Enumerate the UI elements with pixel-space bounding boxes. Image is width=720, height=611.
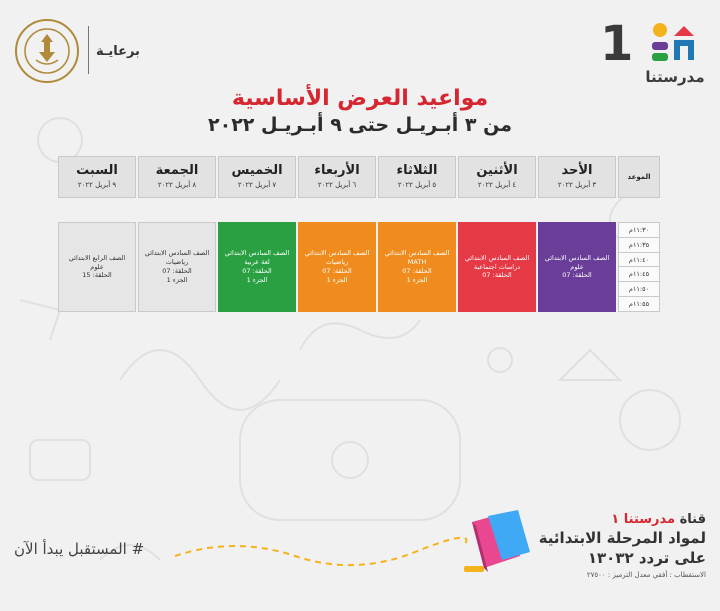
slot-line: الحلقة: 07 bbox=[162, 267, 192, 275]
day-date: ٥ أبريل ٢٠٢٢ bbox=[397, 181, 437, 189]
slot-line: الصف الرابع الابتدائي bbox=[68, 253, 126, 262]
time-slot: ١١:٥٠م bbox=[618, 281, 660, 297]
slot-line: علوم bbox=[570, 262, 584, 271]
channel-frequency: على تردد ١٣٠٣٢ bbox=[587, 549, 706, 567]
slot-line: الصف السادس الابتدائي bbox=[384, 249, 450, 258]
program-slot-wednesday: الصف السادس الابتدائي رياضيات الحلقة: 07… bbox=[298, 222, 376, 312]
day-date: ٦ أبريل ٢٠٢٢ bbox=[317, 181, 357, 189]
slot-line: الصف السادس الابتدائي bbox=[224, 249, 290, 258]
day-name: الأربعاء bbox=[314, 163, 360, 178]
day-header-friday: الجمعة ٨ أبريل ٢٠٢٢ bbox=[138, 156, 216, 198]
time-slot: ١١:٥٥م bbox=[618, 296, 660, 312]
ministry-seal-icon bbox=[15, 19, 79, 83]
day-date: ٩ أبريل ٢٠٢٢ bbox=[77, 181, 117, 189]
channel-line2: لمواد المرحلة الابتدائية bbox=[538, 529, 706, 547]
slot-line: الجزء 1 bbox=[166, 275, 188, 284]
day-name: الخميس bbox=[231, 163, 283, 178]
slot-line: الجزء 1 bbox=[406, 275, 428, 284]
slot-line: رياضيات bbox=[325, 258, 349, 267]
time-slot: ١١:٤٥م bbox=[618, 266, 660, 282]
slot-line: دراسات اجتماعية bbox=[473, 262, 521, 271]
program-slot-saturday: الصف الرابع الابتدائي علوم الحلقة: 15 bbox=[58, 222, 136, 312]
slot-line: الجزء 1 bbox=[326, 275, 348, 284]
channel-title: قناة مدرستنا ١ bbox=[539, 512, 706, 527]
madrasatna-logo-icon bbox=[652, 23, 694, 61]
logo-text: مدرستنا bbox=[645, 68, 705, 86]
page-title: مواعيد العرض الأساسية bbox=[231, 86, 489, 111]
day-header-monday: الأثنين ٤ أبريل ٢٠٢٢ bbox=[458, 156, 536, 198]
slot-line: الحلقة: 07 bbox=[562, 271, 592, 280]
day-name: الأحد bbox=[561, 163, 593, 178]
slot-line: الحلقة: 07 bbox=[482, 271, 512, 280]
day-date: ٣ أبريل ٢٠٢٢ bbox=[557, 181, 597, 189]
days-header-row: الموعد الأحد ٣ أبريل ٢٠٢٢ الأثنين ٤ أبري… bbox=[56, 156, 660, 198]
slot-line: الصف السادس الابتدائي bbox=[464, 253, 530, 262]
time-column-header: الموعد bbox=[618, 156, 660, 198]
page-subtitle: من ٣ أبـريـل حتى ٩ أبـريـل ٢٠٢٢ bbox=[208, 114, 512, 136]
channel-name: مدرستنا ١ bbox=[611, 512, 676, 527]
day-name: السبت bbox=[76, 163, 118, 178]
day-name: الجمعة bbox=[155, 163, 199, 178]
day-header-wednesday: الأربعاء ٦ أبريل ٢٠٢٢ bbox=[298, 156, 376, 198]
day-name: الثلاثاء bbox=[396, 163, 438, 178]
slot-line: MATH bbox=[407, 258, 427, 267]
day-header-thursday: الخميس ٧ أبريل ٢٠٢٢ bbox=[218, 156, 296, 198]
slot-line: علوم bbox=[90, 262, 104, 271]
header-divider bbox=[88, 26, 89, 74]
dashed-swoosh bbox=[174, 536, 468, 567]
sponsor-label: برعايـة bbox=[96, 44, 140, 59]
slot-line: الحلقة: 07 bbox=[402, 267, 432, 275]
channel-signal-info: الاستقطاب : أفقي معدل الترميز : ٢٧٥٠٠ bbox=[586, 571, 706, 579]
day-date: ٨ أبريل ٢٠٢٢ bbox=[157, 181, 197, 189]
slot-line: الصف السادس الابتدائي bbox=[544, 253, 610, 262]
day-name: الأثنين bbox=[476, 163, 518, 178]
day-header-sunday: الأحد ٣ أبريل ٢٠٢٢ bbox=[538, 156, 616, 198]
time-slot: ١١:٣٠م bbox=[618, 222, 660, 237]
program-slot-sunday: الصف السادس الابتدائي علوم الحلقة: 07 bbox=[538, 222, 616, 312]
logo-number: 1 bbox=[600, 16, 634, 72]
hashtag-slogan: # المستقبل يبدأ الآن bbox=[14, 540, 145, 558]
program-slot-thursday: الصف السادس الابتدائي لغة عربية الحلقة: … bbox=[218, 222, 296, 312]
day-header-tuesday: الثلاثاء ٥ أبريل ٢٠٢٢ bbox=[378, 156, 456, 198]
day-header-saturday: السبت ٩ أبريل ٢٠٢٢ bbox=[58, 156, 136, 198]
day-date: ٤ أبريل ٢٠٢٢ bbox=[477, 181, 517, 189]
channel-prefix: قناة bbox=[679, 512, 706, 527]
slot-line: الحلقة: 15 bbox=[82, 271, 112, 280]
slot-line: الحلقة: 07 bbox=[322, 267, 352, 275]
slot-line: لغة عربية bbox=[244, 258, 270, 267]
slot-line: الحلقة: 07 bbox=[242, 267, 272, 275]
time-slot: ١١:٤٠م bbox=[618, 251, 660, 267]
time-slot: ١١:٣٥م bbox=[618, 236, 660, 252]
day-date: ٧ أبريل ٢٠٢٢ bbox=[237, 181, 277, 189]
channel-info: قناة مدرستنا ١ لمواد المرحلة الابتدائية … bbox=[539, 512, 706, 579]
slot-line: الصف السادس الابتدائي bbox=[144, 249, 210, 258]
program-slot-monday: الصف السادس الابتدائي دراسات اجتماعية ال… bbox=[458, 222, 536, 312]
schedule-row: ١١:٣٠م ١١:٣٥م ١١:٤٠م ١١:٤٥م ١١:٥٠م ١١:٥٥… bbox=[56, 222, 660, 312]
program-slot-tuesday: الصف السادس الابتدائي MATH الحلقة: 07 ال… bbox=[378, 222, 456, 312]
slot-line: رياضيات bbox=[165, 258, 189, 267]
slot-line: الجزء 1 bbox=[246, 275, 268, 284]
slot-line: الصف السادس الابتدائي bbox=[304, 249, 370, 258]
books-icon bbox=[464, 510, 530, 572]
time-column: ١١:٣٠م ١١:٣٥م ١١:٤٠م ١١:٤٥م ١١:٥٠م ١١:٥٥… bbox=[618, 222, 660, 312]
program-slot-friday: الصف السادس الابتدائي رياضيات الحلقة: 07… bbox=[138, 222, 216, 312]
